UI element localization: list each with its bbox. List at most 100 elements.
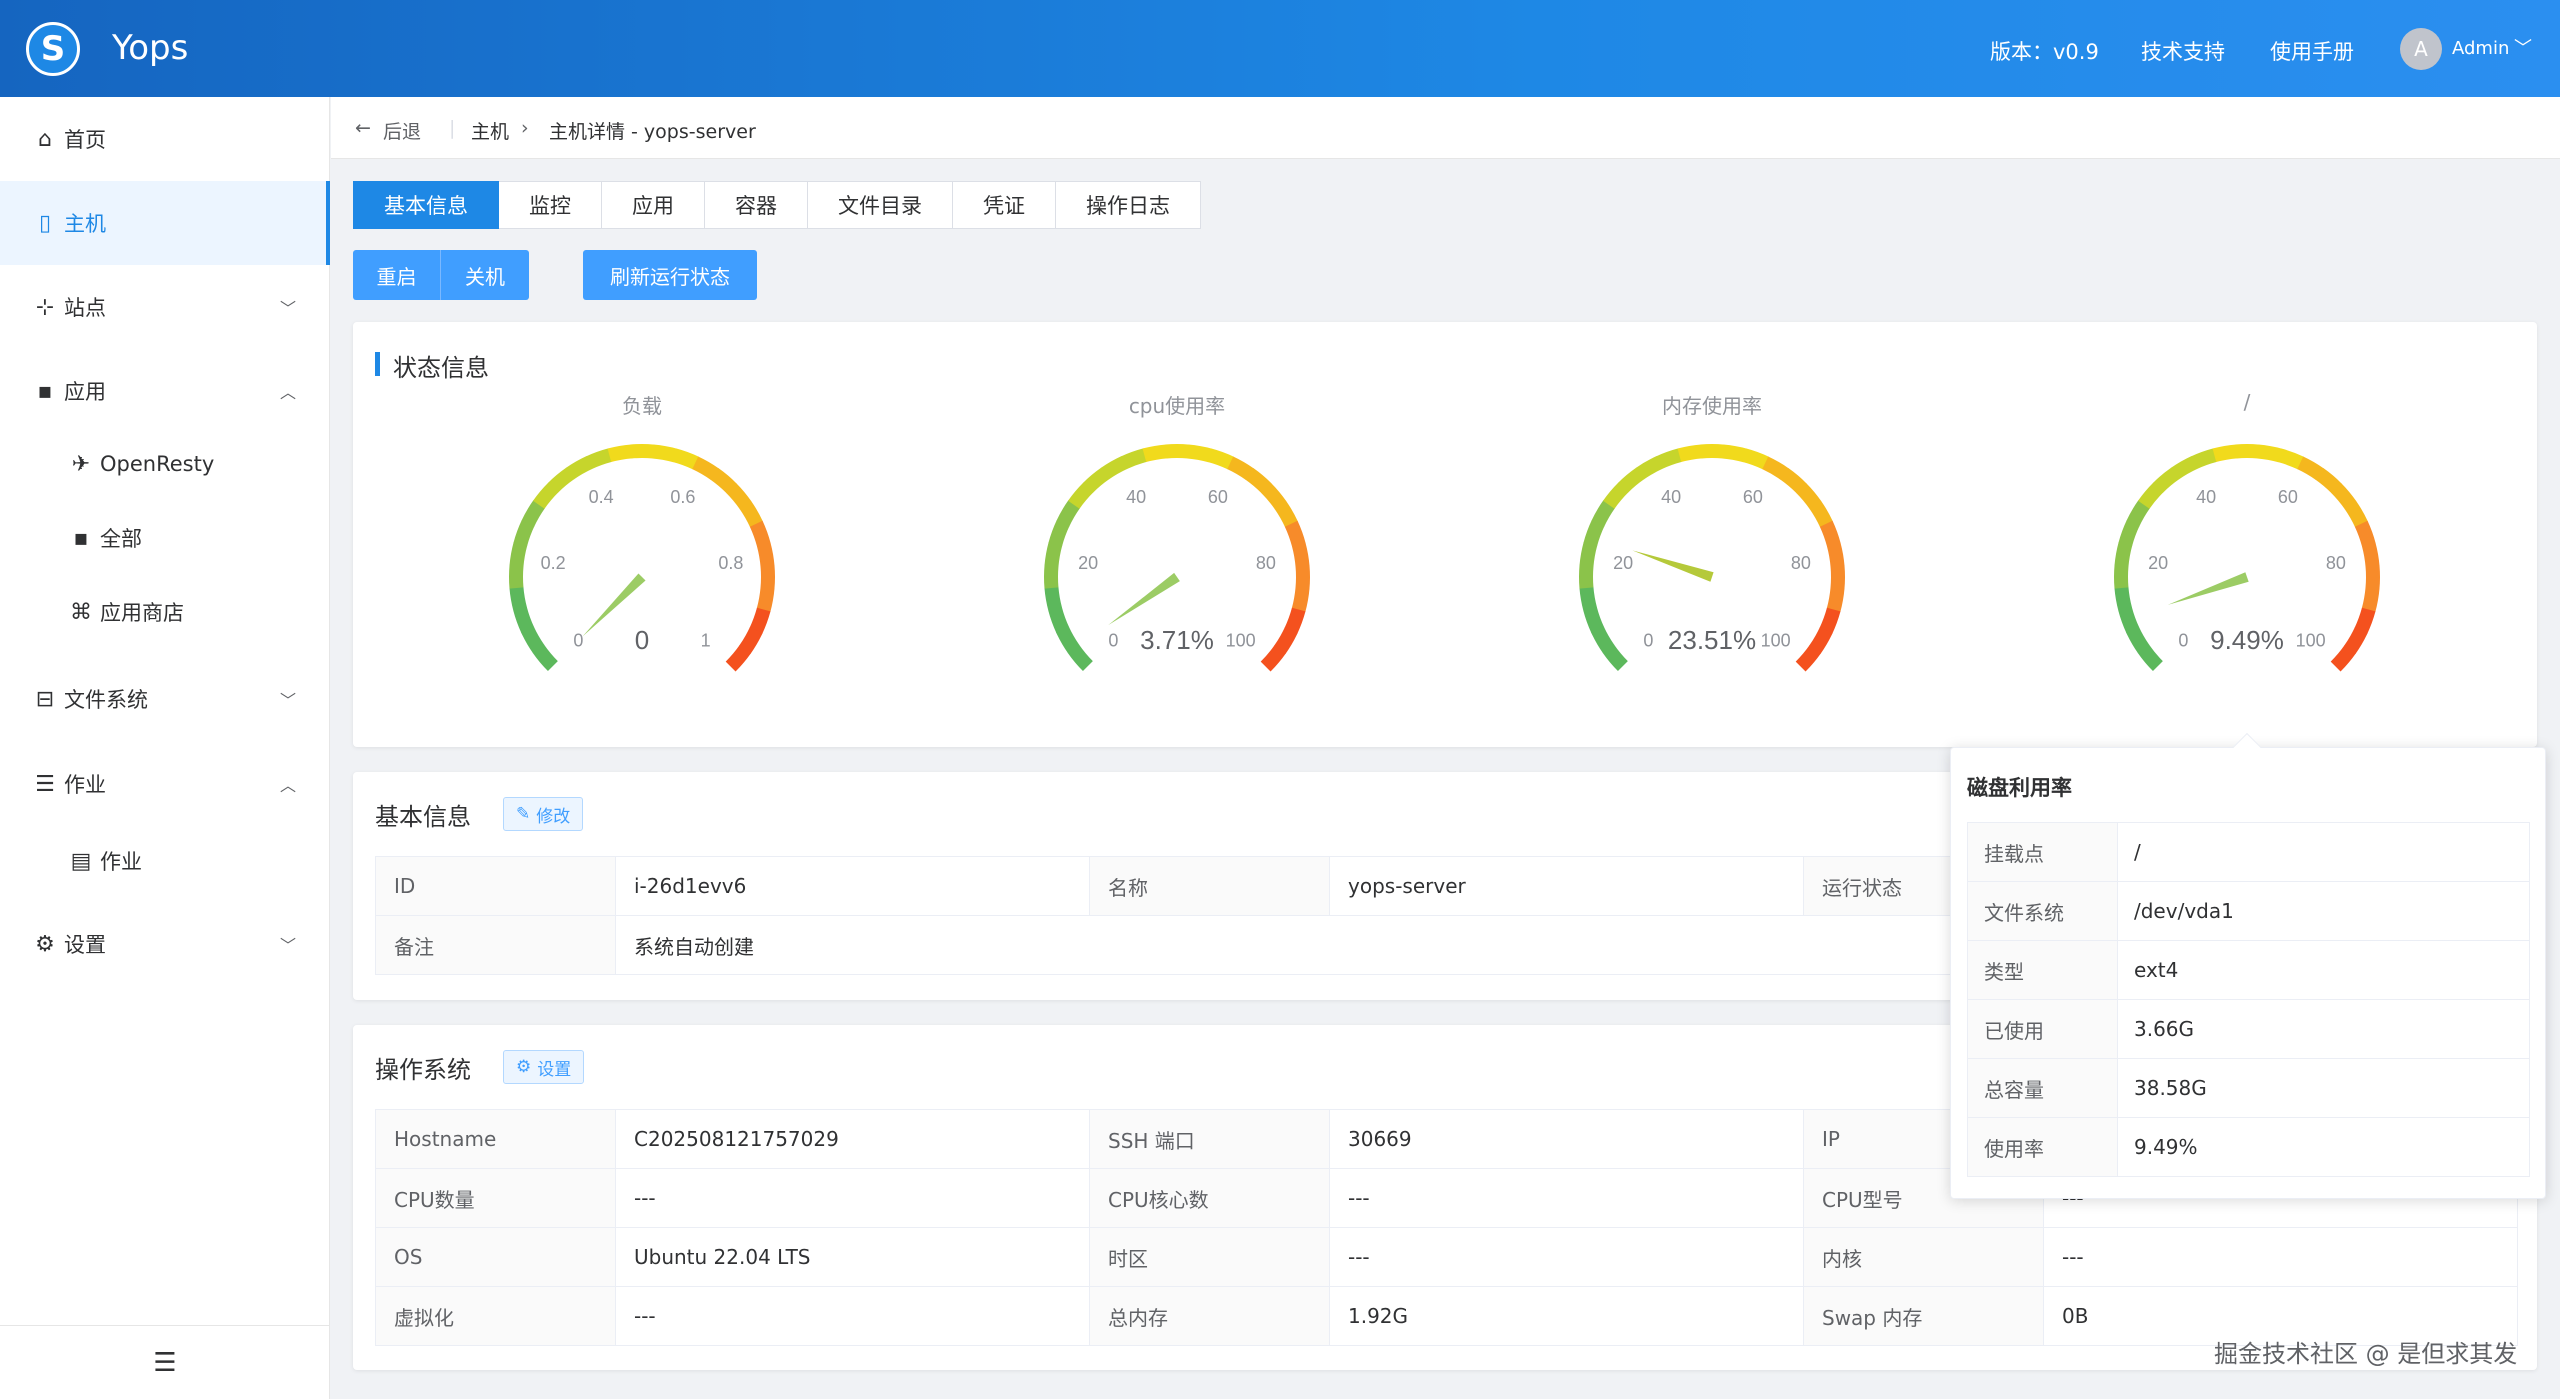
gauge-arc-segment bbox=[1044, 586, 1063, 612]
gauge-arc-segment bbox=[1602, 644, 1628, 672]
gear-icon: ⚙ bbox=[516, 1057, 532, 1077]
back-link[interactable]: 后退 bbox=[383, 121, 422, 143]
gauge-arc-segment bbox=[2330, 645, 2356, 672]
sidebar-item-host[interactable]: ▯ 主机 bbox=[0, 181, 330, 265]
user-name[interactable]: Admin bbox=[2452, 38, 2510, 59]
version-label: 版本：v0.9 bbox=[1990, 40, 2099, 64]
table-row: 虚拟化 --- 总内存 1.92G Swap 内存 0B bbox=[375, 1286, 2518, 1346]
sidebar-item-jobs[interactable]: ☰ 作业 ︿ bbox=[0, 742, 330, 826]
sidebar-item-label: 应用商店 bbox=[100, 601, 184, 625]
gauge-svg: 0 0.2 0.4 0.6 0.8 1 0 bbox=[509, 444, 775, 672]
tab-monitor[interactable]: 监控 bbox=[499, 181, 602, 229]
gauge-disk[interactable]: / 0 20 40 60 80 100 9.49% bbox=[2047, 382, 2447, 712]
yops-logo-icon[interactable]: S bbox=[26, 22, 80, 76]
chevron-up-icon: ︿ bbox=[280, 383, 297, 402]
gauge-arc-segment bbox=[1056, 626, 1080, 654]
gauge-arc-segment bbox=[725, 645, 751, 672]
gauge-tick-label: 0 bbox=[1643, 631, 1653, 651]
sidebar-item-filesystem[interactable]: ⊟ 文件系统 ﹀ bbox=[0, 657, 330, 741]
sidebar-item-openresty[interactable]: ✈ OpenResty bbox=[0, 427, 330, 501]
cell-value: 30669 bbox=[1329, 1109, 1804, 1169]
gauge-arc-segment bbox=[2354, 607, 2376, 634]
shutdown-button[interactable]: 关机 bbox=[441, 250, 529, 300]
gauge-arc-segment bbox=[2190, 448, 2217, 470]
gauge-arc-segment bbox=[1056, 500, 1080, 527]
os-settings-button[interactable]: ⚙ 设置 bbox=[503, 1050, 585, 1084]
gauge-arc-segment bbox=[2331, 482, 2357, 510]
gauge-tick-label: 20 bbox=[1613, 553, 1633, 573]
gauge-arc-segment bbox=[1826, 542, 1845, 568]
breadcrumb: ← 后退 | 主机 › 主机详情 - yops-server bbox=[331, 97, 2560, 159]
breadcrumb-host[interactable]: 主机 bbox=[471, 121, 510, 143]
tab-oplog[interactable]: 操作日志 bbox=[1056, 181, 1201, 229]
gauge-arc-segment bbox=[1819, 607, 1841, 634]
sidebar-item-home[interactable]: ⌂ 首页 bbox=[0, 97, 330, 181]
gauge-title: 内存使用率 bbox=[1662, 394, 1762, 418]
gauge-arc-segment bbox=[2212, 444, 2238, 463]
edit-button[interactable]: ✎ 修改 bbox=[503, 797, 584, 831]
restart-button[interactable]: 重启 bbox=[353, 250, 441, 300]
tab-containers[interactable]: 容器 bbox=[705, 181, 808, 229]
gauge-tick-label: 80 bbox=[2326, 553, 2346, 573]
gauge-arc-segment bbox=[1579, 541, 1598, 567]
gauge-tick-label: 0.4 bbox=[589, 487, 614, 507]
chevron-down-icon[interactable]: ﹀ bbox=[2514, 38, 2532, 59]
gauge-arc-segment bbox=[2152, 467, 2180, 493]
cell-value: Ubuntu 22.04 LTS bbox=[615, 1227, 1090, 1287]
gauge-arc-segment bbox=[565, 456, 593, 480]
tab-files[interactable]: 文件目录 bbox=[808, 181, 953, 229]
gauge-arc-segment bbox=[630, 444, 655, 459]
menu-collapse-icon[interactable]: ☰ bbox=[0, 1325, 330, 1399]
gauge-arc-segment bbox=[1830, 565, 1845, 590]
support-link[interactable]: 技术支持 bbox=[2141, 40, 2225, 64]
cell-key: 内核 bbox=[1803, 1227, 2044, 1287]
breadcrumb-detail: 主机详情 - yops-server bbox=[549, 121, 756, 143]
sidebar-item-store[interactable]: ⌘ 应用商店 bbox=[0, 575, 330, 649]
manual-link[interactable]: 使用手册 bbox=[2270, 40, 2354, 64]
app-name[interactable]: Yops bbox=[112, 28, 189, 68]
sidebar-item-site[interactable]: ⊹ 站点 ﹀ bbox=[0, 265, 330, 349]
tab-credentials[interactable]: 凭证 bbox=[953, 181, 1056, 229]
cell-value: 1.92G bbox=[1329, 1286, 1804, 1346]
gauge-arc-segment bbox=[2297, 456, 2324, 480]
gauge-arc-segment bbox=[1603, 482, 1629, 509]
gauge-arc-segment bbox=[1826, 587, 1845, 613]
avatar[interactable]: A bbox=[2400, 28, 2442, 70]
sidebar-item-apps[interactable]: ▪ 应用 ︿ bbox=[0, 349, 330, 433]
job-icon: ☰ bbox=[35, 771, 55, 797]
disk-icon: ⊟ bbox=[35, 686, 55, 712]
gauge-arc-segment bbox=[533, 482, 559, 509]
sidebar-item-job[interactable]: ▤ 作业 bbox=[0, 824, 330, 898]
gauge-tick-label: 20 bbox=[1078, 553, 1098, 573]
gauge-arc-segment bbox=[1048, 520, 1070, 547]
gauge-arc-segment bbox=[1048, 607, 1070, 634]
cell-key: 总内存 bbox=[1089, 1286, 1330, 1346]
gauge-title: / bbox=[2243, 390, 2251, 414]
tab-apps[interactable]: 应用 bbox=[602, 181, 705, 229]
gauge-arc-segment bbox=[1579, 564, 1594, 589]
gauge-tick-label: 40 bbox=[1661, 487, 1681, 507]
table-row: 挂载点 / bbox=[1967, 822, 2530, 882]
gauge-title: cpu使用率 bbox=[1128, 394, 1226, 418]
gauge-arc-segment bbox=[1655, 448, 1682, 470]
gauge-arc-segment bbox=[1284, 520, 1306, 547]
gauge-arc-segment bbox=[1291, 542, 1310, 568]
gauge-arc-segment bbox=[1044, 541, 1063, 567]
gauge-value: 0 bbox=[635, 625, 649, 655]
back-arrow-icon[interactable]: ← bbox=[355, 117, 371, 139]
refresh-status-button[interactable]: 刷新运行状态 bbox=[583, 250, 757, 300]
tab-basic[interactable]: 基本信息 bbox=[353, 181, 499, 229]
gauge-arc-segment bbox=[547, 467, 575, 493]
cell-key: SSH 端口 bbox=[1089, 1109, 1330, 1169]
sidebar-item-settings[interactable]: ⚙ 设置 ﹀ bbox=[0, 902, 330, 986]
gauge-arc-segment bbox=[1067, 644, 1093, 672]
gauge-tick-label: 0.8 bbox=[718, 553, 743, 573]
gauge-arc-segment bbox=[2170, 456, 2198, 480]
gauge-arc-segment bbox=[2126, 500, 2150, 527]
gauge-tick-label: 40 bbox=[1126, 487, 1146, 507]
table-row: 已使用 3.66G bbox=[1967, 999, 2530, 1059]
sidebar-item-label: OpenResty bbox=[100, 452, 215, 476]
server-icon: ▯ bbox=[38, 210, 52, 236]
cell-key: 文件系统 bbox=[1967, 881, 2118, 941]
sidebar-item-all[interactable]: ▪ 全部 bbox=[0, 501, 330, 575]
